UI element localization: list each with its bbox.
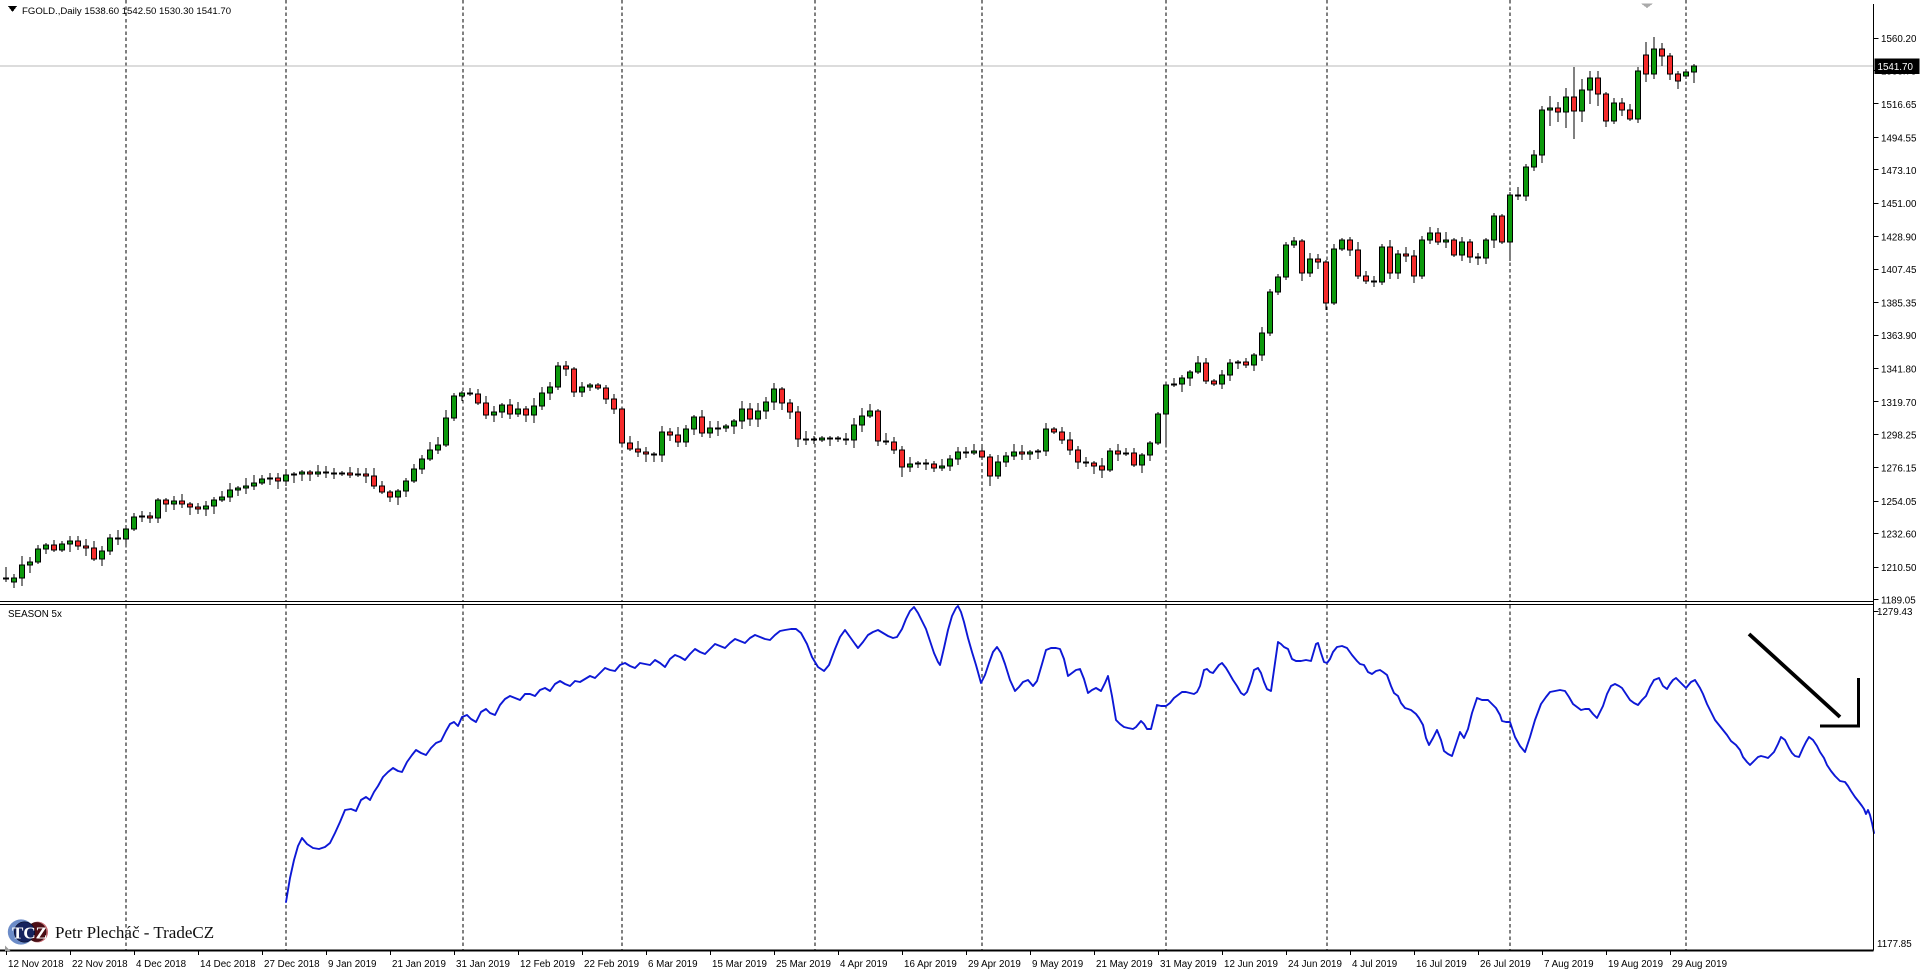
svg-text:1541.70: 1541.70	[1878, 62, 1914, 73]
svg-text:29 Apr 2019: 29 Apr 2019	[968, 959, 1021, 970]
svg-text:FGOLD.,Daily 1538.60 1542.50: FGOLD.,Daily 1538.60 1542.50 1530.30 154…	[22, 6, 231, 17]
svg-text:1407.45: 1407.45	[1881, 265, 1917, 276]
svg-text:27 Dec 2018: 27 Dec 2018	[264, 959, 320, 970]
svg-text:1177.85: 1177.85	[1877, 939, 1912, 950]
svg-text:SEASON 5x: SEASON 5x	[8, 609, 62, 620]
svg-text:1363.90: 1363.90	[1881, 331, 1917, 342]
svg-text:TCZ: TCZ	[12, 924, 47, 943]
svg-text:1319.70: 1319.70	[1881, 398, 1917, 409]
svg-text:9 May 2019: 9 May 2019	[1032, 959, 1083, 970]
svg-text:21 Jan 2019: 21 Jan 2019	[392, 959, 446, 970]
svg-text:1473.10: 1473.10	[1881, 166, 1917, 177]
svg-text:22 Nov 2018: 22 Nov 2018	[72, 959, 128, 970]
svg-text:4 Jul 2019: 4 Jul 2019	[1352, 959, 1397, 970]
svg-text:1298.25: 1298.25	[1881, 430, 1917, 441]
svg-text:21 May 2019: 21 May 2019	[1096, 959, 1153, 970]
svg-text:1516.65: 1516.65	[1881, 100, 1917, 111]
svg-text:1451.00: 1451.00	[1881, 199, 1917, 210]
svg-text:24 Jun 2019: 24 Jun 2019	[1288, 959, 1342, 970]
svg-text:14 Dec 2018: 14 Dec 2018	[200, 959, 256, 970]
svg-text:29 Aug 2019: 29 Aug 2019	[1672, 959, 1727, 970]
svg-text:9 Jan 2019: 9 Jan 2019	[328, 959, 376, 970]
svg-text:12 Feb 2019: 12 Feb 2019	[520, 959, 575, 970]
svg-text:1494.55: 1494.55	[1881, 133, 1917, 144]
svg-text:15 Mar 2019: 15 Mar 2019	[712, 959, 767, 970]
svg-text:25 Mar 2019: 25 Mar 2019	[776, 959, 831, 970]
svg-text:19 Aug 2019: 19 Aug 2019	[1608, 959, 1663, 970]
svg-text:1189.05: 1189.05	[1881, 596, 1916, 607]
svg-text:1385.35: 1385.35	[1881, 299, 1917, 310]
svg-text:22 Feb 2019: 22 Feb 2019	[584, 959, 639, 970]
svg-text:31 Jan 2019: 31 Jan 2019	[456, 959, 510, 970]
svg-text:1341.80: 1341.80	[1881, 364, 1917, 375]
svg-text:26 Jul 2019: 26 Jul 2019	[1480, 959, 1531, 970]
svg-text:1254.05: 1254.05	[1881, 497, 1917, 508]
svg-text:1210.50: 1210.50	[1881, 563, 1917, 574]
svg-text:1560.20: 1560.20	[1881, 34, 1917, 45]
svg-text:1232.60: 1232.60	[1881, 530, 1917, 541]
svg-text:16 Jul 2019: 16 Jul 2019	[1416, 959, 1467, 970]
svg-text:16 Apr 2019: 16 Apr 2019	[904, 959, 957, 970]
svg-text:7 Aug 2019: 7 Aug 2019	[1544, 959, 1594, 970]
svg-text:4 Apr 2019: 4 Apr 2019	[840, 959, 887, 970]
svg-text:1276.15: 1276.15	[1881, 464, 1917, 475]
svg-text:6 Mar 2019: 6 Mar 2019	[648, 959, 698, 970]
svg-text:12 Jun 2019: 12 Jun 2019	[1224, 959, 1278, 970]
svg-text:31 May 2019: 31 May 2019	[1160, 959, 1217, 970]
svg-text:1279.43: 1279.43	[1877, 607, 1913, 618]
svg-text:12 Nov 2018: 12 Nov 2018	[8, 959, 64, 970]
svg-text:1428.90: 1428.90	[1881, 233, 1917, 244]
svg-text:4 Dec 2018: 4 Dec 2018	[136, 959, 187, 970]
svg-text:Petr Plecháč - TradeCZ: Petr Plecháč - TradeCZ	[55, 923, 214, 942]
